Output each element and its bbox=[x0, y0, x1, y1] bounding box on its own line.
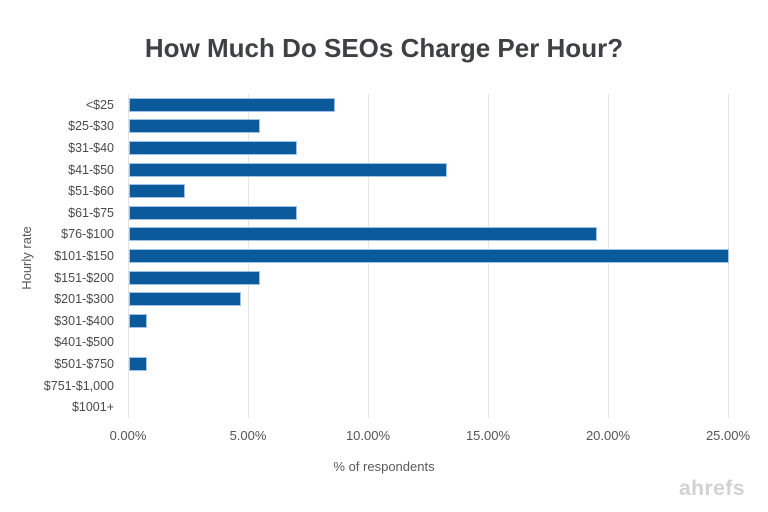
x-tick-label: 20.00% bbox=[585, 428, 631, 443]
bar bbox=[128, 119, 260, 134]
category-label: $31-$40 bbox=[68, 140, 114, 155]
bar bbox=[128, 270, 260, 285]
category-label: $25-$30 bbox=[68, 119, 114, 134]
bar bbox=[128, 162, 448, 177]
bar-row: $401-$500 bbox=[0, 332, 768, 354]
bar-row: $101-$150 bbox=[0, 245, 768, 267]
gridline bbox=[728, 94, 729, 418]
category-label: $61-$75 bbox=[68, 205, 114, 220]
bar bbox=[128, 205, 298, 220]
bar-row: $1001+ bbox=[0, 396, 768, 418]
category-label: $301-$400 bbox=[54, 313, 114, 328]
category-label: $201-$300 bbox=[54, 292, 114, 307]
bar-row: $151-$200 bbox=[0, 267, 768, 289]
bar-row: $31-$40 bbox=[0, 137, 768, 159]
category-label: $501-$750 bbox=[54, 356, 114, 371]
bar-row: $76-$100 bbox=[0, 224, 768, 246]
x-tick-label: 5.00% bbox=[229, 428, 267, 443]
bar-row: $201-$300 bbox=[0, 288, 768, 310]
bar bbox=[128, 227, 598, 242]
bar-row: $41-$50 bbox=[0, 159, 768, 181]
category-label: $101-$150 bbox=[54, 248, 114, 263]
category-label: $751-$1,000 bbox=[43, 378, 114, 393]
bar bbox=[128, 313, 148, 328]
bar bbox=[128, 97, 335, 112]
category-label: $41-$50 bbox=[68, 162, 114, 177]
category-label: $76-$100 bbox=[61, 227, 114, 242]
x-tick-label: 15.00% bbox=[465, 428, 511, 443]
category-label: $151-$200 bbox=[54, 270, 114, 285]
bar-row: $501-$750 bbox=[0, 353, 768, 375]
chart-title: How Much Do SEOs Charge Per Hour? bbox=[144, 33, 624, 63]
bar bbox=[128, 140, 298, 155]
x-tick-label: 10.00% bbox=[345, 428, 391, 443]
bar-rows: <$25 $25-$30 $31-$40 $41-$50 $51-$60 $61-$75 $… bbox=[0, 94, 768, 418]
x-tick-label: 25.00% bbox=[705, 428, 751, 443]
bar-row: $751-$1,000 bbox=[0, 375, 768, 397]
bar-row: $61-$75 bbox=[0, 202, 768, 224]
bar-row: $51-$60 bbox=[0, 180, 768, 202]
bar bbox=[128, 292, 242, 307]
bar bbox=[128, 184, 185, 199]
x-axis-ticks: 0.00% 5.00% 10.00% 15.00% 20.00% 25.00% bbox=[110, 428, 750, 444]
bar-row: $301-$400 bbox=[0, 310, 768, 332]
x-tick-label: 0.00% bbox=[109, 428, 147, 443]
x-axis-title: % of respondents bbox=[333, 459, 435, 474]
category-label: $51-$60 bbox=[68, 184, 114, 199]
category-label: $401-$500 bbox=[54, 335, 114, 350]
category-label: $1001+ bbox=[71, 400, 114, 415]
bar-row: $25-$30 bbox=[0, 116, 768, 138]
category-label: <$25 bbox=[85, 97, 114, 112]
bar bbox=[128, 356, 148, 371]
bar bbox=[128, 248, 729, 263]
ahrefs-watermark-logo: ahrefs bbox=[678, 477, 745, 500]
bar-row: <$25 bbox=[0, 94, 768, 116]
